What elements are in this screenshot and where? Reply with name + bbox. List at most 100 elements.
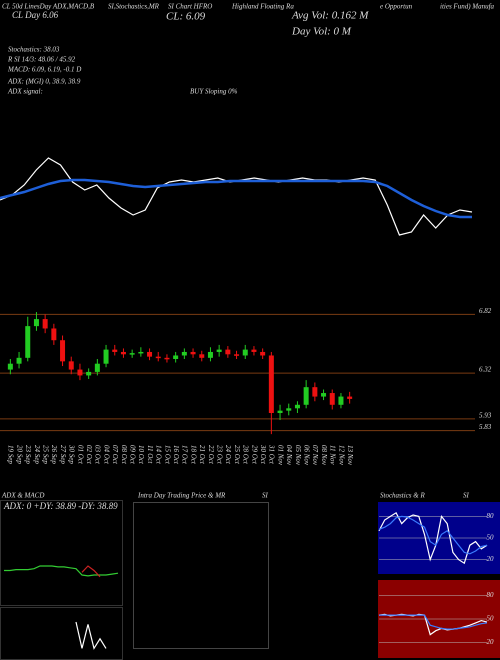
x-tick-label: 22 Oct (207, 445, 215, 465)
y-tick-label: 80 (487, 591, 495, 599)
x-tick-label: 11 Oct (146, 445, 154, 464)
panel-frame (0, 607, 123, 660)
y-tick-label: 50 (487, 534, 495, 542)
candle-body (347, 396, 353, 399)
x-tick-label: 02 Oct (85, 445, 93, 465)
x-tick-label: 26 Sep (50, 445, 58, 464)
series-line (378, 515, 488, 555)
panel-title: Stochastics & R (380, 492, 425, 500)
series-line (378, 511, 488, 565)
candle-body (155, 356, 161, 359)
y-tick-label: 6.82 (479, 307, 492, 315)
indicator-text: BUY Sloping 0% (190, 88, 238, 96)
candle-body (260, 351, 266, 356)
candle-body (181, 351, 187, 356)
candle-body (60, 340, 66, 362)
candle-body (242, 349, 248, 356)
candle-body (120, 351, 126, 355)
candle-body (190, 351, 196, 355)
candle-body (216, 349, 222, 352)
x-tick-label: 01 Oct (76, 445, 84, 465)
candle-body (94, 363, 100, 372)
candle-body (338, 396, 344, 405)
x-tick-label: 03 Oct (94, 445, 102, 465)
x-tick-label: 25 Sep (42, 445, 50, 464)
x-tick-label: 21 Oct (198, 445, 206, 465)
x-tick-label: 01 Nov (276, 445, 284, 466)
candle-body (207, 351, 213, 358)
x-tick-label: 31 Oct (268, 444, 276, 465)
candle-body (103, 349, 109, 364)
y-tick-label: 5.93 (479, 411, 492, 419)
candle-body (147, 351, 153, 357)
avg-volume: Avg Vol: 0.162 M (291, 10, 369, 22)
series-line (75, 621, 107, 650)
header-text: SI Chart HFRO (168, 3, 212, 11)
candle-body (68, 361, 74, 370)
x-tick-label: 07 Oct (111, 445, 119, 465)
candle-body (225, 349, 231, 355)
x-tick-label: 06 Nov (303, 445, 311, 466)
x-tick-label: 23 Sep (24, 445, 32, 464)
x-tick-label: 17 Oct (181, 445, 189, 465)
series-line (379, 614, 488, 630)
x-tick-label: 24 Oct (224, 445, 232, 465)
intraday-frame (133, 502, 269, 649)
series-line (0, 157, 473, 236)
candle-body (7, 363, 13, 370)
y-tick-label: 20 (487, 638, 495, 646)
candle-body (321, 393, 327, 397)
x-tick-label: 09 Oct (129, 445, 137, 465)
candle-body (277, 410, 283, 413)
candle-body (164, 357, 170, 360)
x-tick-label: 04 Nov (285, 445, 293, 466)
x-tick-label: 23 Oct (216, 445, 224, 465)
candle-body (42, 319, 48, 329)
x-tick-label: 30 Sep (68, 444, 76, 464)
panel-title: SI (262, 492, 269, 500)
close-day: CL Day 6.06 (12, 10, 59, 20)
candle-body (199, 354, 205, 358)
candle-body (303, 387, 309, 405)
x-tick-label: 07 Nov (311, 445, 319, 466)
candle-body (312, 387, 318, 397)
header-text: ities Fund) Manufa (440, 3, 495, 11)
series-line (4, 565, 119, 577)
x-tick-label: 25 Oct (233, 445, 241, 465)
candle-body (129, 353, 135, 355)
candle-body (25, 326, 31, 358)
day-volume: Day Vol: 0 M (291, 26, 352, 38)
x-tick-label: 20 Sep (15, 445, 23, 464)
indicator-text: Stochastics: 38.03 (8, 46, 60, 54)
y-tick-label: 80 (487, 512, 495, 520)
x-tick-label: 16 Oct (172, 445, 180, 465)
candle-body (86, 371, 92, 376)
candle-body (173, 355, 179, 359)
close-price: CL: 6.09 (166, 11, 206, 23)
x-tick-label: 04 Oct (102, 445, 110, 465)
y-tick-label: 20 (487, 555, 495, 563)
x-tick-label: 29 Oct (250, 445, 258, 465)
x-tick-label: 28 Oct (242, 445, 250, 465)
candle-body (16, 357, 22, 364)
x-tick-label: 13 Nov (346, 445, 354, 466)
candle-body (234, 354, 240, 356)
x-tick-label: 18 Oct (189, 445, 197, 465)
panel-title: Intra Day Trading Price & MR (137, 492, 226, 500)
candle-body (112, 349, 118, 352)
candle-body (251, 349, 257, 352)
x-tick-label: 11 Nov (329, 445, 337, 465)
panel-title: ADX & MACD (1, 492, 44, 500)
panel-values: ADX: 0 +DY: 38.89 -DY: 38.89 (3, 501, 118, 511)
candle-body (33, 319, 39, 327)
x-tick-label: 08 Oct (120, 445, 128, 465)
x-tick-label: 30 Oct (259, 444, 267, 465)
x-tick-label: 14 Oct (155, 445, 163, 465)
candle-body (286, 408, 292, 411)
header-text: CL 50d LinesDay ADX,MACD,B (2, 3, 95, 11)
y-tick-label: 50 (487, 615, 495, 623)
x-tick-label: 15 Oct (163, 445, 171, 465)
x-tick-label: 12 Nov (337, 445, 345, 466)
x-tick-label: 10 Oct (137, 445, 145, 465)
